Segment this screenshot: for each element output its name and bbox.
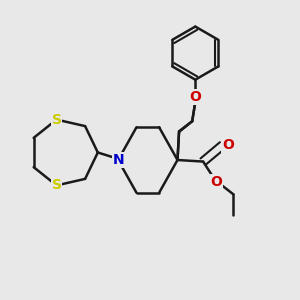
Text: O: O [210, 175, 222, 189]
Text: O: O [189, 90, 201, 104]
Text: S: S [52, 112, 61, 127]
Text: N: N [112, 153, 124, 167]
Text: S: S [52, 178, 61, 192]
Text: O: O [222, 138, 234, 152]
